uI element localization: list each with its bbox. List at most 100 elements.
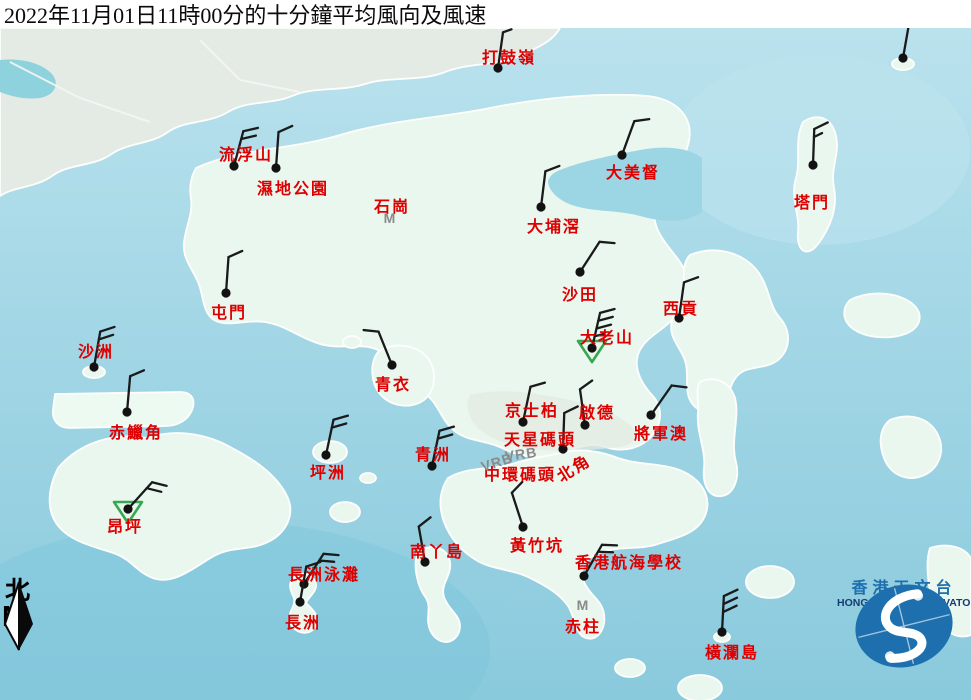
wind-barb-tick (150, 481, 168, 488)
land-lantau (48, 432, 292, 581)
wind-barb-tick (128, 369, 146, 378)
land-hk-island (439, 449, 709, 640)
wind-barb-tick (362, 328, 380, 333)
wind-barb-tick (330, 422, 348, 429)
station-dot (617, 150, 627, 160)
wind-barb-tick (305, 560, 322, 568)
station-dot (898, 53, 908, 63)
station-dot (89, 362, 99, 372)
wind-barb-shaft (677, 281, 686, 320)
wind-barb-tick (578, 379, 594, 391)
station-dot (579, 571, 589, 581)
station-dot (229, 161, 239, 171)
water-bay-northwest (0, 59, 56, 99)
wind-barb-shaft (578, 388, 587, 427)
station-dot (493, 63, 503, 73)
station-cheung-chau (295, 560, 322, 607)
wind-barb-tick (812, 131, 824, 139)
wind-barb-shaft (496, 31, 505, 70)
wind-barb-tick (242, 126, 260, 133)
station-tsing-yi (362, 328, 397, 370)
wind-barb-tick (597, 315, 614, 322)
station-wetland-park (271, 124, 294, 173)
station-peng-chau (321, 414, 350, 460)
station-wong-chuk-hang (510, 480, 528, 532)
station-tates-cairn (576, 307, 616, 364)
station-dot (575, 267, 585, 277)
stations-layer (89, 16, 925, 637)
station-dot (558, 444, 568, 454)
wind-barb-shaft (302, 552, 325, 586)
wind-barb-tick (501, 28, 513, 34)
land-east-island-1 (843, 292, 921, 339)
land-shenzhen (0, 27, 561, 197)
station-tseung-kwan-o (646, 384, 688, 420)
land-ma-wan (342, 335, 362, 349)
wind-barb-tick (682, 276, 700, 284)
wind-barb-tick (318, 559, 336, 563)
hko-logo: 香港天文台 HONG KONG OBSERVATORY (837, 580, 971, 700)
wind-barb-tick (595, 323, 613, 330)
land-clear-water-bay (696, 378, 739, 498)
road-line (9, 61, 151, 123)
wind-barb-shaft (324, 418, 335, 457)
wind-barb-tick (97, 333, 115, 341)
map-title: 2022年11月01日11時00分的十分鐘平均風向及風速 (4, 3, 487, 28)
station-dot (420, 557, 430, 567)
water-tolo-harbour (548, 147, 702, 221)
wind-barb-shaft (582, 543, 604, 578)
wind-barb-shaft (578, 240, 601, 274)
wind-barb-tick (438, 425, 456, 432)
wind-barb-tick (813, 121, 829, 131)
land-tsing-yi (371, 344, 435, 407)
land-kowloon-urban (467, 391, 636, 451)
station-dot (518, 522, 528, 532)
gust-triangle-icon (112, 500, 144, 525)
station-chek-lap-kok (122, 369, 146, 417)
wind-barb-shaft (901, 21, 911, 60)
wind-barb-tick (598, 307, 616, 315)
wind-barb-tick (277, 124, 294, 134)
station-kings-park (518, 381, 547, 427)
station-dot (536, 202, 546, 212)
title-bar: 2022年11月01日11時00分的十分鐘平均風向及風速 (0, 0, 971, 28)
wind-barb-shaft (377, 330, 394, 367)
land-lamma (414, 546, 461, 643)
wind-barb-tick (240, 134, 258, 141)
wind-barb-tick (322, 552, 340, 557)
wind-barb-tick (544, 164, 561, 173)
wind-barb-shaft (232, 130, 245, 168)
wind-barb-tick (596, 550, 615, 554)
wind-barb-tick (721, 604, 738, 614)
land-po-toi (677, 674, 723, 700)
wind-barb-shaft (521, 385, 532, 424)
station-dot (427, 461, 437, 471)
wind-barb-shaft (417, 525, 427, 564)
station-north-point (558, 405, 579, 454)
land-kau-yi-chau (359, 472, 377, 484)
station-sha-chau (89, 325, 116, 372)
wind-barb-shaft (539, 170, 547, 209)
station-dot (717, 627, 727, 637)
north-compass: 北 N (2, 579, 38, 651)
station-lamma-island (417, 516, 432, 567)
station-ta-kwu-ling (493, 28, 513, 73)
wind-barb-shaft (590, 311, 602, 350)
station-dot (646, 410, 656, 420)
wind-barb-shaft (224, 255, 230, 295)
station-hk-sea-school (579, 543, 619, 581)
station-dot (518, 417, 528, 427)
station-dot (387, 360, 397, 370)
station-dot (122, 407, 132, 417)
station-cheung-chau-beach (299, 552, 340, 589)
land-peng-chau (312, 440, 348, 464)
station-dot (221, 288, 231, 298)
station-tai-mei-tuk (617, 117, 651, 160)
wind-barb-tick (529, 381, 547, 388)
wind-barb-tick (563, 405, 579, 415)
wind-barb-shaft (274, 130, 280, 170)
wind-barb-shaft (811, 127, 816, 167)
station-dot (587, 343, 597, 353)
wind-barb-tick (332, 414, 350, 421)
